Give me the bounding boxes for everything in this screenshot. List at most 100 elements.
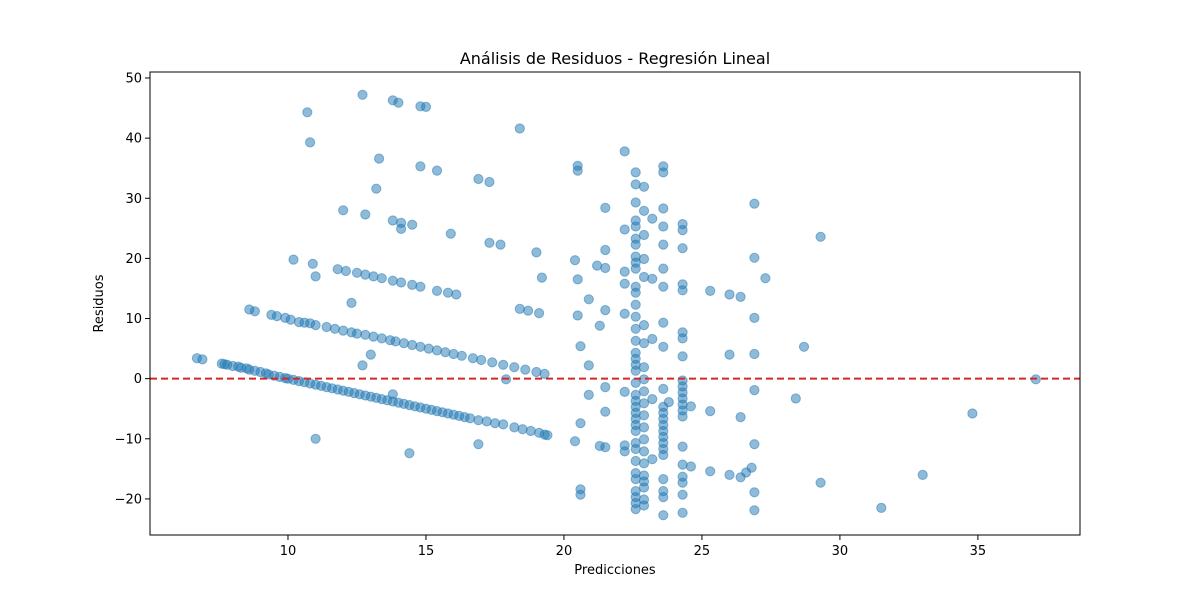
residual-point-311 — [798, 341, 810, 352]
y-tick-label: 40 — [125, 132, 142, 147]
residual-point-77 — [368, 331, 379, 342]
residual-point-230 — [638, 434, 650, 445]
residual-point-308 — [749, 505, 760, 516]
residual-point-129 — [360, 209, 371, 220]
residual-point-171 — [600, 442, 611, 453]
residual-point-148 — [514, 123, 525, 134]
residual-point-241 — [647, 394, 658, 405]
residual-point-175 — [619, 308, 630, 319]
residual-point-72 — [329, 323, 340, 334]
residual-point-57 — [525, 425, 536, 437]
residual-point-154 — [572, 160, 583, 171]
residual-point-244 — [658, 167, 669, 178]
residual-point-250 — [658, 317, 669, 328]
residual-point-97 — [332, 264, 343, 275]
residual-point-314 — [876, 502, 887, 513]
x-tick-label: 20 — [556, 544, 573, 559]
residual-point-114 — [357, 360, 368, 371]
residual-point-139 — [473, 173, 484, 185]
residual-point-191 — [630, 287, 641, 298]
residual-point-223 — [638, 338, 650, 349]
residual-point-237 — [638, 500, 650, 511]
residual-point-283 — [677, 459, 688, 470]
residual-point-127 — [536, 272, 548, 283]
residual-point-88 — [456, 350, 467, 361]
residual-point-123 — [514, 303, 525, 314]
residual-point-87 — [448, 348, 459, 360]
residual-point-227 — [638, 398, 650, 409]
residual-point-122 — [495, 239, 506, 250]
residual-point-50 — [465, 413, 476, 424]
residual-point-247 — [658, 239, 669, 250]
residual-point-66 — [285, 314, 296, 325]
residual-point-292 — [705, 466, 716, 477]
y-tick-label: 0 — [134, 372, 142, 387]
residual-point-315 — [917, 469, 928, 480]
residual-point-91 — [487, 357, 498, 368]
residual-point-297 — [735, 412, 746, 423]
residual-point-60 — [542, 430, 553, 441]
residual-point-313 — [815, 477, 826, 488]
residual-point-92 — [498, 359, 509, 370]
residual-point-83 — [415, 341, 426, 352]
residual-point-143 — [357, 89, 368, 100]
residual-point-52 — [481, 416, 492, 427]
residual-point-141 — [302, 107, 313, 118]
residual-point-264 — [658, 492, 669, 503]
x-tick-label: 15 — [418, 544, 435, 559]
residual-point-82 — [407, 339, 418, 351]
residual-point-134 — [407, 219, 418, 230]
residual-point-166 — [600, 244, 611, 256]
residual-point-309 — [760, 273, 771, 284]
chart-title: Análisis de Residuos - Regresión Lineal — [460, 49, 770, 68]
residual-point-281 — [677, 411, 688, 422]
residual-point-128 — [338, 205, 349, 216]
residual-point-78 — [376, 333, 387, 344]
residual-point-62 — [249, 306, 260, 317]
y-tick-label: 50 — [125, 72, 142, 87]
residual-point-102 — [376, 273, 387, 284]
residual-point-295 — [724, 469, 735, 480]
residual-point-232 — [638, 458, 650, 469]
residual-point-173 — [619, 266, 630, 277]
residual-point-221 — [638, 271, 650, 283]
residual-point-240 — [647, 333, 658, 345]
residual-point-90 — [476, 354, 487, 366]
residual-point-56 — [517, 424, 528, 435]
residual-point-170 — [600, 406, 611, 417]
residual-point-152 — [575, 341, 586, 352]
residual-point-235 — [638, 482, 650, 493]
residual-point-167 — [600, 262, 611, 274]
residual-point-158 — [575, 489, 586, 500]
residual-point-108 — [442, 287, 454, 298]
residual-point-137 — [415, 161, 426, 172]
residual-point-304 — [749, 348, 760, 360]
residual-point-70 — [310, 320, 321, 331]
residual-point-209 — [630, 443, 641, 455]
y-tick-label: −10 — [115, 432, 142, 447]
residual-point-178 — [619, 446, 630, 457]
residual-point-199 — [630, 365, 641, 376]
residual-point-96 — [539, 368, 550, 379]
residual-point-80 — [390, 336, 401, 347]
x-axis: 10 15 20 25 30 35 — [280, 535, 986, 559]
residual-point-189 — [630, 263, 641, 274]
residual-point-84 — [423, 343, 434, 354]
residual-point-220 — [638, 253, 650, 265]
residual-point-285 — [677, 477, 688, 488]
residual-point-73 — [338, 325, 349, 336]
residual-point-262 — [658, 474, 669, 485]
residual-point-316 — [967, 408, 978, 419]
residual-point-265 — [658, 510, 669, 521]
residual-point-147 — [420, 101, 432, 113]
residual-point-289 — [685, 401, 697, 412]
residual-point-64 — [271, 311, 282, 322]
residual-point-246 — [658, 221, 669, 232]
residual-point-115 — [365, 349, 376, 360]
residual-point-249 — [658, 281, 669, 292]
residual-point-176 — [619, 386, 630, 397]
residual-point-85 — [431, 345, 443, 356]
residual-point-159 — [583, 294, 594, 305]
residual-point-140 — [484, 176, 495, 188]
